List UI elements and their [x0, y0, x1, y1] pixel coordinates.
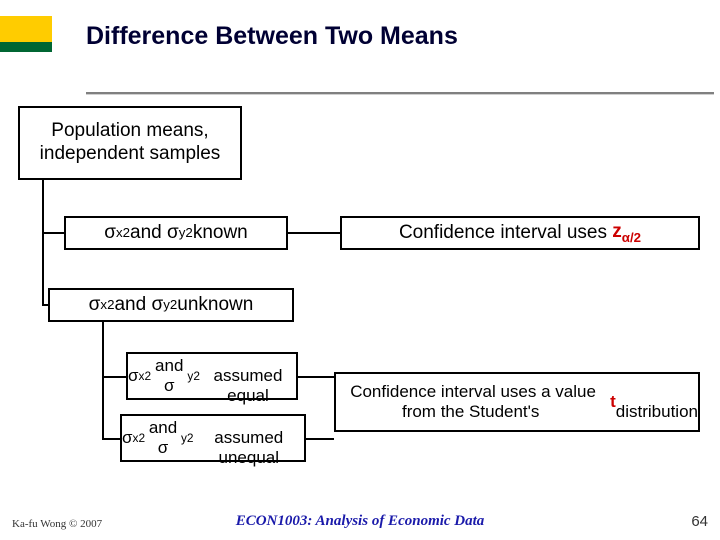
footer-course: ECON1003: Analysis of Economic Data: [0, 513, 720, 530]
connector: [102, 322, 104, 440]
connector: [42, 232, 64, 234]
box-assumed-unequal: σx2 and σy2assumed unequal: [120, 414, 306, 462]
box-ci-z: Confidence interval uses zα/2: [340, 216, 700, 250]
connector: [102, 438, 120, 440]
connector: [306, 438, 334, 440]
box-ci-t: Confidence interval uses a value from th…: [334, 372, 700, 432]
connector: [298, 376, 334, 378]
connector: [102, 376, 126, 378]
box-sigma-known: σx2 and σy2 known: [64, 216, 288, 250]
horizontal-rule: [86, 92, 714, 94]
page-number: 64: [691, 513, 708, 530]
box-sigma-unknown: σx2 and σy2 unknown: [48, 288, 294, 322]
box-root: Population means, independent samples: [18, 106, 242, 180]
connector: [42, 304, 48, 306]
connector: [42, 180, 44, 306]
box-assumed-equal: σx2 and σy2assumed equal: [126, 352, 298, 400]
slide-title: Difference Between Two Means: [86, 22, 458, 51]
connector: [288, 232, 340, 234]
